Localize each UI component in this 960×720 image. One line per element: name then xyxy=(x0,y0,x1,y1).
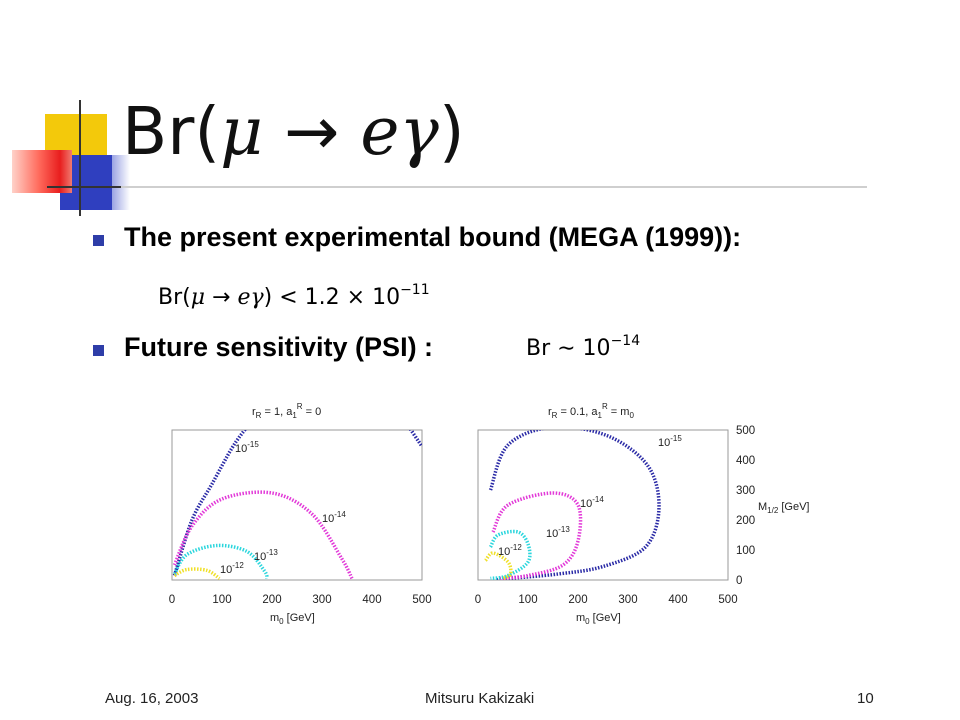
plot-right-label-1e-14: 10-14 xyxy=(580,495,604,510)
decor-red-square xyxy=(12,150,72,193)
plot-right-label-1e-13: 10-13 xyxy=(546,525,570,540)
plot-right-y-tick-label: 500 xyxy=(736,425,755,437)
plot-right-label-1e-12: 10-12 xyxy=(498,543,522,558)
plot-right-curves xyxy=(484,430,661,580)
plot-right-y-tick-label: 0 xyxy=(736,575,742,587)
plot-right-y-tick-labels: 0 100 200 300 400 500 xyxy=(736,425,755,587)
title-prefix: Br( xyxy=(122,93,221,170)
plot-right-curve-0 xyxy=(488,430,661,580)
plot-right-xlabel: m0 [GeV] xyxy=(576,612,621,626)
plot-left-label-1e-12: 10-12 xyxy=(220,561,244,576)
plot-left-frame xyxy=(171,429,423,581)
plot-right-curve-2 xyxy=(488,529,532,580)
plot-right-ylabel: M1/2 [GeV] xyxy=(758,501,809,515)
plot-right: rR = 0.1, a1R = m0 0 100 200 300 400 500 0 100… xyxy=(475,402,810,626)
title-mu: μ xyxy=(220,93,264,170)
plot-left-curve-3 xyxy=(172,543,269,580)
eq-future-exponent: −14 xyxy=(610,333,641,349)
title-arrow: → xyxy=(284,93,340,170)
bullet-text-future: Future sensitivity (PSI) : xyxy=(124,332,434,362)
decor-blue-fade xyxy=(112,155,130,210)
equation-present-bound: Br(μ → eγ) < 1.2 × 10−11 xyxy=(158,282,430,310)
plot-right-y-tick-label: 300 xyxy=(736,485,755,497)
decor-horizontal-line xyxy=(47,186,121,188)
plot-left-x-tick-label: 0 xyxy=(169,594,175,606)
plot-left-curves xyxy=(172,430,422,580)
title-gamma: γ xyxy=(399,93,439,170)
eq-bound-mu: μ xyxy=(190,285,206,310)
decor-vertical-line xyxy=(79,100,81,216)
plot-left-x-tick-label: 400 xyxy=(362,594,381,606)
plot-right-x-tick-label: 200 xyxy=(568,594,587,606)
plot-right-y-tick-label: 100 xyxy=(736,545,755,557)
plot-right-title: rR = 0.1, a1R = m0 xyxy=(548,402,634,420)
plot-right-label-1e-15: 10-15 xyxy=(658,434,682,449)
footer-date: Aug. 16, 2003 xyxy=(105,690,199,707)
plot-right-y-tick-label: 400 xyxy=(736,455,755,467)
plot-right-curve-1 xyxy=(491,491,583,580)
plot-left-x-tick-label: 300 xyxy=(312,594,331,606)
eq-bound-prefix: Br( xyxy=(158,285,191,310)
plot-right-x-tick-label: 0 xyxy=(475,594,481,606)
equation-future-sensitivity: Br ∼ 10−14 xyxy=(526,333,640,361)
eq-future-prefix: Br ∼ 10 xyxy=(526,336,611,361)
plot-left-curve-2 xyxy=(172,490,354,580)
slide-title: Br(μ → eγ) xyxy=(122,92,465,172)
bullet-marker xyxy=(93,235,104,246)
plot-left-x-tick-label: 500 xyxy=(412,594,431,606)
plot-left-curve-0 xyxy=(172,430,247,577)
plot-left-curve-1 xyxy=(408,430,422,448)
plot-left-curve-4 xyxy=(173,567,221,580)
plot-left-label-1e-13: 10-13 xyxy=(254,548,278,563)
bullet-marker xyxy=(93,345,104,356)
plot-left-label-1e-14: 10-14 xyxy=(322,510,346,525)
eq-bound-exponent: −11 xyxy=(400,282,430,298)
plot-left-x-tick-labels: 0 100 200 300 400 500 xyxy=(169,594,432,606)
plot-right-y-tick-label: 200 xyxy=(736,515,755,527)
plot-right-x-tick-label: 300 xyxy=(618,594,637,606)
title-e: e xyxy=(360,93,400,170)
eq-bound-e: e xyxy=(237,285,251,310)
title-suffix: ) xyxy=(438,93,465,170)
plot-right-x-tick-label: 500 xyxy=(718,594,737,606)
plot-left-xlabel: m0 [GeV] xyxy=(270,612,315,626)
plot-left-x-tick-label: 200 xyxy=(262,594,281,606)
plot-left-label-1e-15: 10-15 xyxy=(235,440,259,455)
bullet-text-present-bound: The present experimental bound (MEGA (19… xyxy=(124,222,742,252)
plot-right-x-tick-label: 100 xyxy=(518,594,537,606)
plot-left-x-tick-label: 100 xyxy=(212,594,231,606)
footer-author: Mitsuru Kakizaki xyxy=(425,690,535,707)
plot-left-title: rR = 1, a1R = 0 xyxy=(252,402,321,420)
plot-right-x-tick-labels: 0 100 200 300 400 500 xyxy=(475,594,738,606)
eq-bound-rel: ) < 1.2 × 10 xyxy=(263,285,401,310)
eq-bound-arrow: → xyxy=(212,285,231,310)
contour-plots-figure: rR = 1, a1R = 0 0 100 200 300 400 500 m0 [GeV… xyxy=(169,402,810,626)
title-underline xyxy=(47,186,867,188)
footer-page-number: 10 xyxy=(857,690,874,707)
plot-right-frame xyxy=(477,429,729,581)
plot-right-x-tick-label: 400 xyxy=(668,594,687,606)
eq-bound-gamma: γ xyxy=(250,285,264,310)
plot-left: rR = 1, a1R = 0 0 100 200 300 400 500 m0 [GeV… xyxy=(169,402,432,626)
